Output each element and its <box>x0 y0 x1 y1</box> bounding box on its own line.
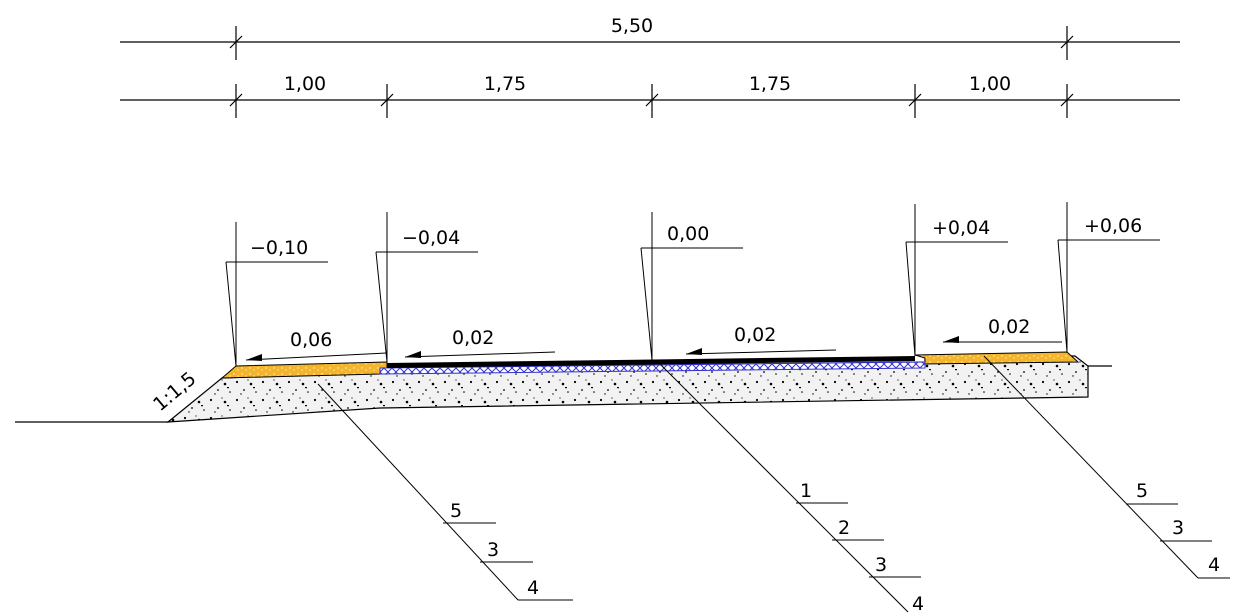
elevation-label-5: +0,06 <box>1084 215 1142 237</box>
elevation-marker-3: 0,00 <box>640 212 743 361</box>
slope-indicator-4: 0,02 <box>943 316 1062 343</box>
slope-indicator-3: 0,02 <box>685 324 837 355</box>
elevation-marker-5: +0,06 <box>1057 202 1160 353</box>
dimension-total-label: 5,50 <box>611 15 653 37</box>
elevation-label-4: +0,04 <box>932 217 990 239</box>
dimension-total: 5,50 <box>120 15 1180 60</box>
slope-label-3: 0,02 <box>734 324 776 346</box>
callout-left-2: 3 <box>487 539 499 561</box>
callout-middle: 1 2 3 4 <box>659 363 924 615</box>
elevation-marker-2: −0,04 <box>375 212 478 363</box>
slope-label-2: 0,02 <box>452 327 494 349</box>
callout-right-1: 5 <box>1136 480 1148 502</box>
elevation-marker-4: +0,04 <box>905 204 1008 357</box>
dimension-segment-4: 1,00 <box>969 73 1011 95</box>
callout-middle-3: 3 <box>875 554 887 576</box>
dimension-segments: 1,00 1,75 1,75 1,00 <box>120 73 1180 118</box>
elevation-label-3: 0,00 <box>667 223 709 245</box>
callout-right-3: 4 <box>1208 554 1220 576</box>
elevation-label-1: −0,10 <box>250 237 308 259</box>
slope-label-1: 0,06 <box>290 329 332 351</box>
callout-left-3: 4 <box>527 577 539 599</box>
slope-indicator-1: 0,06 <box>245 329 387 361</box>
right-shoulder <box>914 351 1080 365</box>
dimension-segment-2: 1,75 <box>484 73 526 95</box>
elevation-marker-1: −0,10 <box>225 222 328 367</box>
callout-left: 5 3 4 <box>317 383 573 601</box>
callout-right: 5 3 4 <box>983 355 1230 579</box>
slope-indicator-2: 0,02 <box>404 327 556 358</box>
dimension-segment-1: 1,00 <box>284 73 326 95</box>
dimension-segment-3: 1,75 <box>749 73 791 95</box>
callout-left-1: 5 <box>450 500 462 522</box>
slope-label-4: 0,02 <box>988 316 1030 338</box>
elevation-label-2: −0,04 <box>402 227 460 249</box>
asphalt-layer <box>387 356 915 368</box>
callout-right-2: 3 <box>1172 517 1184 539</box>
callout-middle-1: 1 <box>800 480 812 502</box>
callout-middle-4: 4 <box>912 593 924 615</box>
callout-middle-2: 2 <box>838 517 850 539</box>
geogrid-layer <box>379 361 926 375</box>
